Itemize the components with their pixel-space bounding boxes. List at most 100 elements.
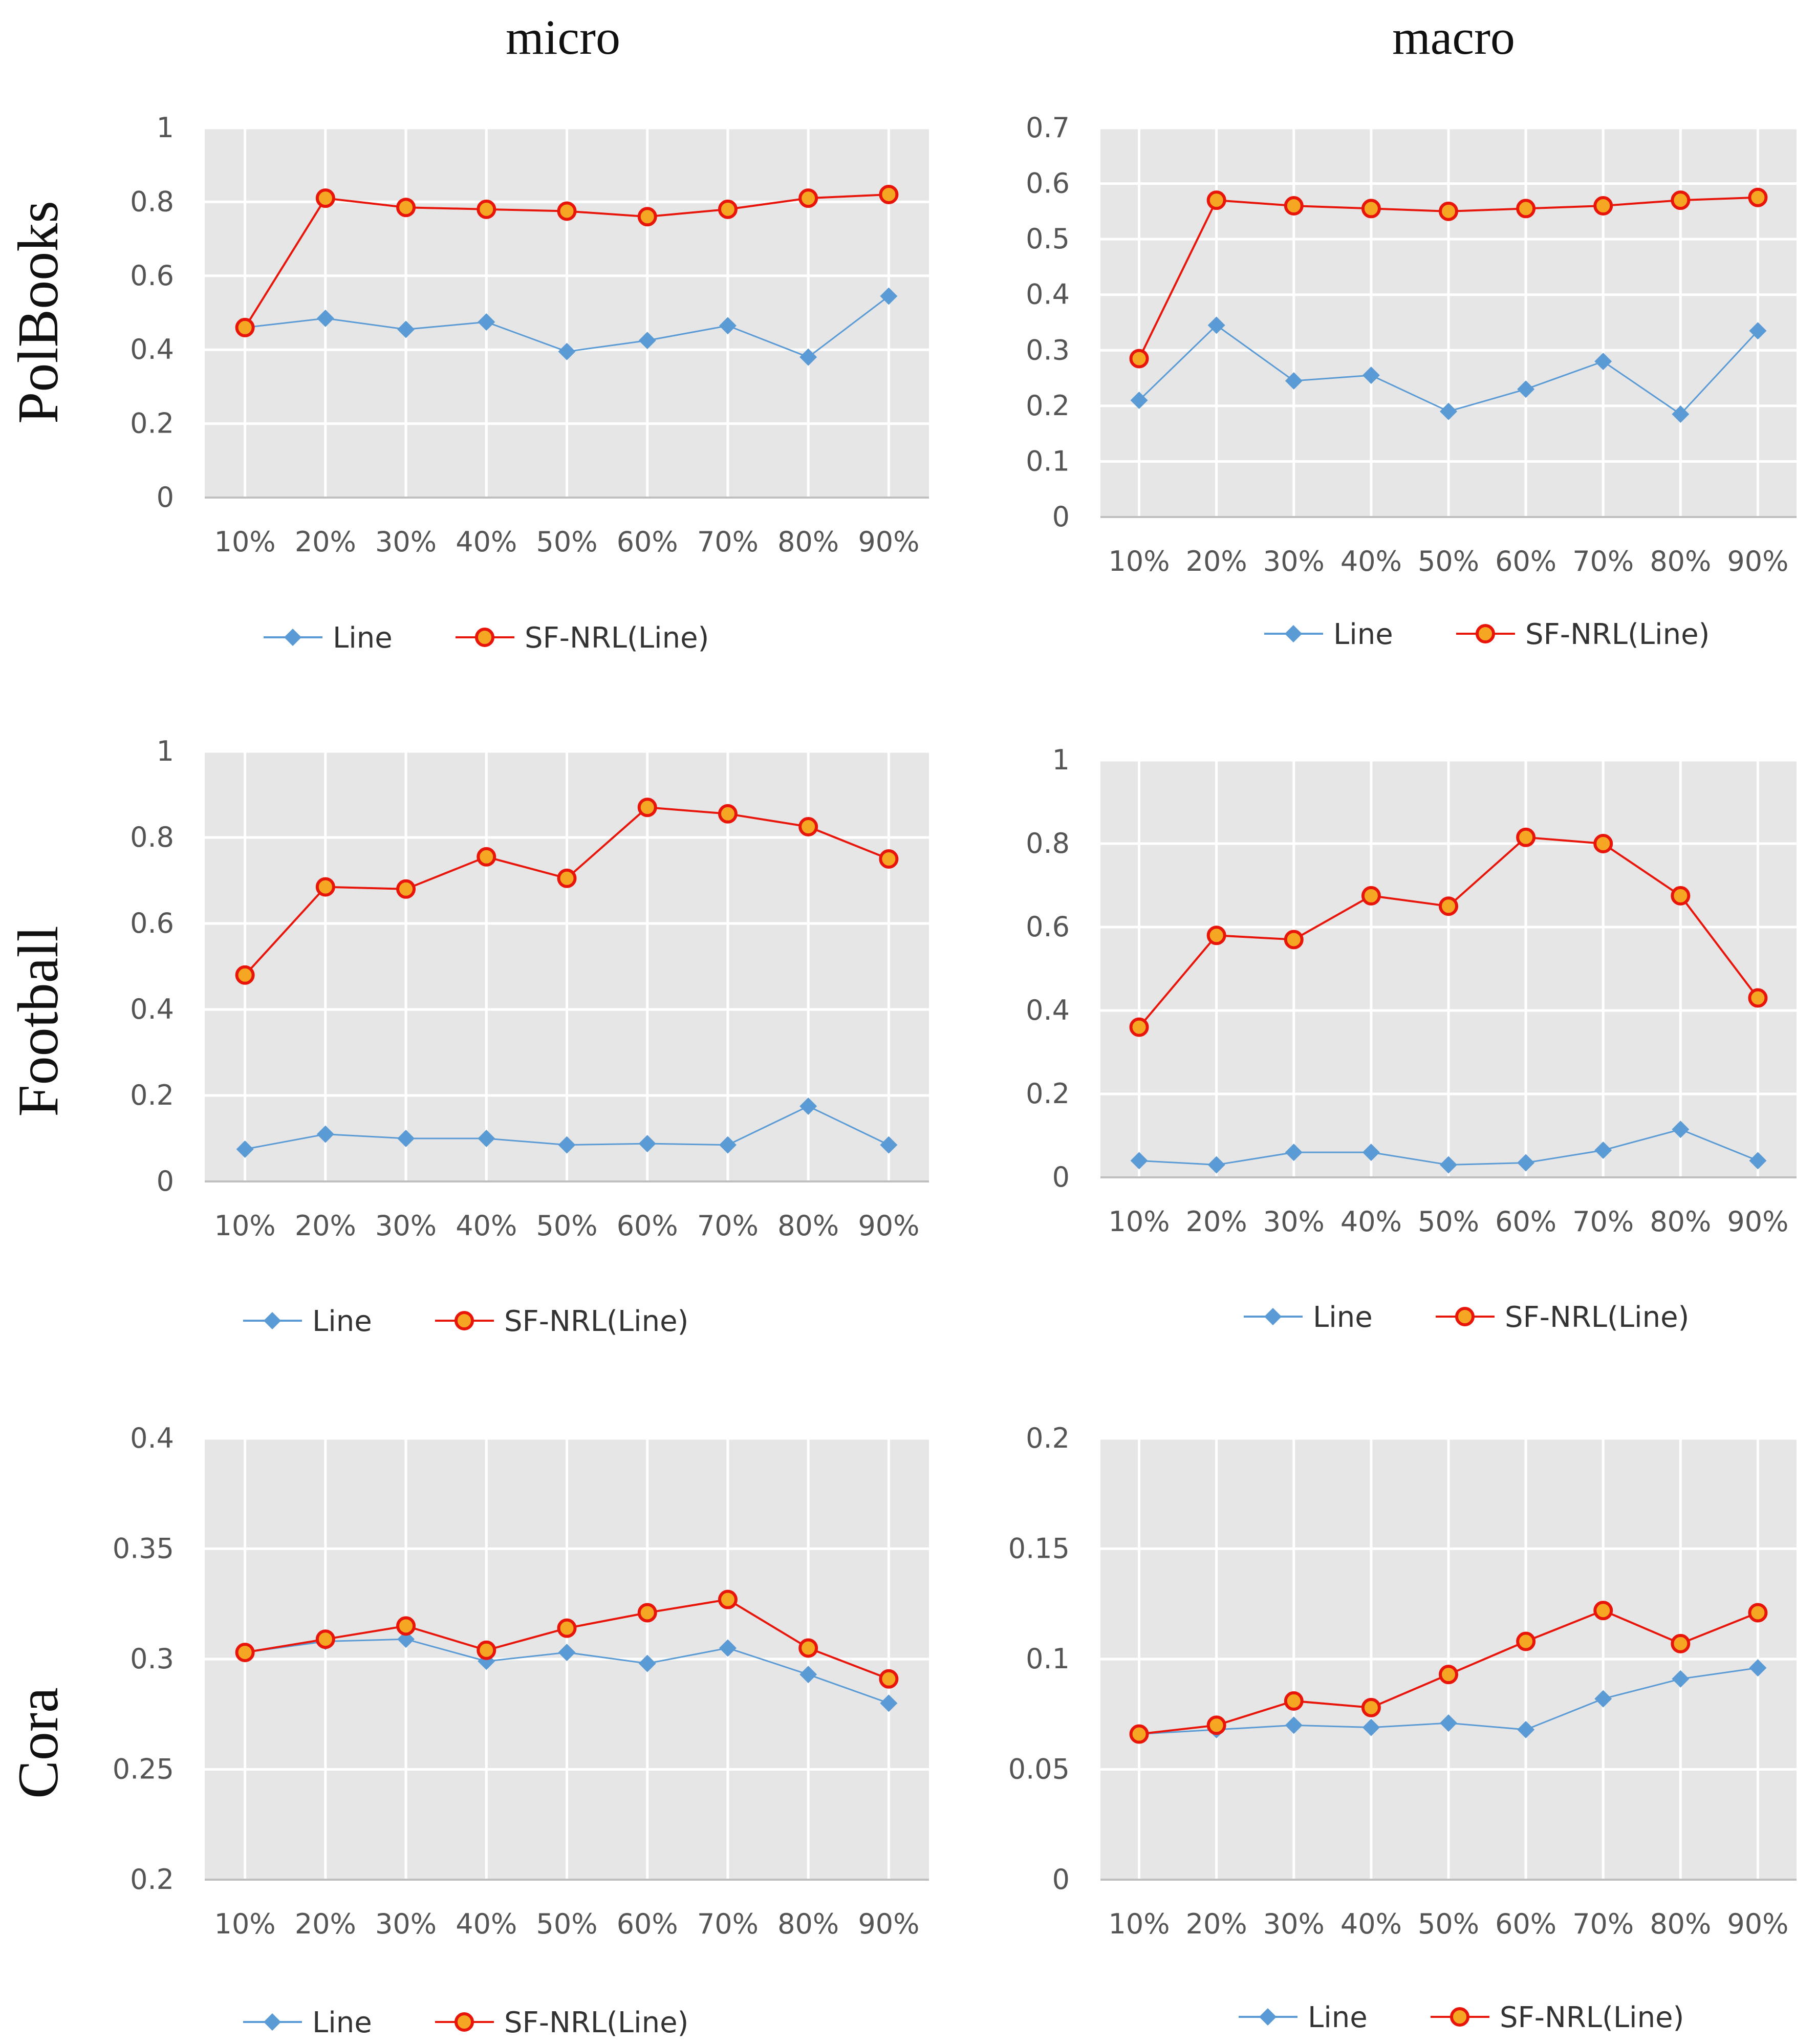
x-tick-label: 30% — [375, 1210, 437, 1242]
data-point-line — [1672, 1121, 1690, 1138]
x-tick-label: 80% — [1650, 1206, 1711, 1238]
data-point-line — [397, 320, 415, 338]
data-point-sf-nrl-line — [1284, 196, 1304, 216]
data-point-line — [638, 1135, 656, 1153]
x-tick-label: 40% — [456, 1908, 517, 1940]
x-tick-label: 50% — [1418, 1206, 1479, 1238]
data-point-line — [719, 317, 737, 335]
chart-polbooks-micro: 0 0.2 0.4 0.6 0.8 1 10% 20% 30% 40% 50% 60% 70% 80% 90… — [130, 112, 929, 655]
x-tick-label: 80% — [777, 1210, 839, 1242]
data-point-sf-nrl-line — [1284, 1691, 1304, 1711]
legend-marker-sf-nrl-line — [1450, 2007, 1469, 2027]
data-point-line — [316, 309, 334, 327]
data-point-line — [1594, 353, 1612, 370]
x-tick-label: 10% — [214, 526, 276, 558]
data-point-sf-nrl-line — [477, 847, 496, 867]
x-tick-label: 20% — [295, 1908, 356, 1940]
data-point-sf-nrl-line — [1206, 1715, 1226, 1735]
chart-cora-macro: 0 0.05 0.1 0.15 0.2 10% 20% 30% 40% 50% 60% 70% 80% 9… — [1008, 1422, 1797, 2034]
data-point-sf-nrl-line — [1439, 896, 1458, 916]
legend-marker-line — [1285, 625, 1302, 642]
y-tick-label: 0.4 — [130, 993, 174, 1025]
data-point-sf-nrl-line — [396, 198, 416, 218]
data-point-line — [1440, 1156, 1457, 1174]
data-point-sf-nrl-line — [1206, 190, 1226, 210]
data-point-sf-nrl-line — [1516, 1631, 1536, 1651]
data-point-sf-nrl-line — [1593, 834, 1613, 853]
data-point-sf-nrl-line — [1206, 926, 1226, 945]
legend-label-sf-nrl-line: SF-NRL(Line) — [504, 2006, 688, 2039]
data-point-line — [1749, 1152, 1767, 1170]
data-point-sf-nrl-line — [879, 849, 899, 869]
x-tick-label: 50% — [536, 1210, 597, 1242]
y-tick-label: 0.2 — [130, 1863, 174, 1896]
data-point-sf-nrl-line — [1439, 201, 1458, 221]
row-title-football: Football — [7, 926, 70, 1116]
data-point-line — [1207, 316, 1225, 334]
data-point-sf-nrl-line — [235, 317, 255, 337]
x-tick-label: 40% — [456, 1210, 517, 1242]
data-point-sf-nrl-line — [637, 207, 657, 227]
data-point-sf-nrl-line — [1284, 930, 1304, 950]
y-tick-label: 0.2 — [1026, 1422, 1070, 1454]
legend-marker-sf-nrl-line — [1476, 624, 1495, 643]
x-tick-label: 50% — [536, 1908, 597, 1940]
y-tick-label: 0.4 — [1026, 278, 1070, 311]
data-point-sf-nrl-line — [718, 804, 738, 824]
legend: Line SF-NRL(Line) — [1244, 1301, 1689, 1334]
data-point-sf-nrl-line — [798, 188, 818, 208]
y-tick-label: 0 — [157, 1165, 174, 1197]
x-tick-label: 90% — [1727, 1206, 1788, 1238]
y-tick-label: 0.35 — [113, 1533, 174, 1565]
y-tick-label: 0 — [157, 481, 174, 513]
y-tick-label: 0.15 — [1008, 1533, 1070, 1565]
x-tick-label: 10% — [214, 1908, 276, 1940]
data-point-line — [1362, 1718, 1380, 1736]
data-point-sf-nrl-line — [557, 201, 577, 221]
x-tick-label: 20% — [295, 1210, 356, 1242]
x-tick-label: 50% — [1418, 545, 1479, 577]
legend-marker-sf-nrl-line — [455, 2012, 474, 2032]
legend-marker-line — [264, 1312, 281, 1329]
data-point-line — [1517, 380, 1535, 398]
x-tick-label: 30% — [375, 526, 437, 558]
chart-football-macro: 0 0.2 0.4 0.6 0.8 1 10% 20% 30% 40% 50% 60% 70% 80% 90… — [1026, 744, 1797, 1334]
y-tick-label: 0.8 — [130, 185, 174, 218]
x-tick-label: 60% — [617, 1210, 678, 1242]
legend-marker-sf-nrl-line — [455, 1311, 474, 1330]
data-point-line — [1672, 405, 1690, 423]
x-tick-label: 80% — [777, 526, 839, 558]
data-point-line — [880, 1694, 898, 1712]
data-point-sf-nrl-line — [477, 199, 496, 219]
y-tick-label: 0 — [1052, 1863, 1070, 1896]
data-point-line — [1672, 1670, 1690, 1688]
data-point-sf-nrl-line — [315, 877, 335, 897]
x-tick-label: 40% — [1340, 1908, 1402, 1940]
chart-polbooks-macro: 0 0.1 0.2 0.3 0.4 0.5 0.6 0.7 10% 20% 30% 40% 50% 60%… — [1026, 112, 1797, 651]
data-point-sf-nrl-line — [1129, 349, 1149, 369]
data-point-sf-nrl-line — [1516, 827, 1536, 847]
data-point-line — [799, 1098, 817, 1115]
legend: Line SF-NRL(Line) — [1239, 2001, 1684, 2034]
legend-label-line: Line — [1308, 2001, 1368, 2034]
x-tick-label: 60% — [617, 526, 678, 558]
legend-label-line: Line — [312, 2006, 372, 2039]
data-point-line — [1594, 1690, 1612, 1708]
data-point-line — [1594, 1142, 1612, 1159]
y-tick-label: 0.8 — [1026, 827, 1070, 859]
legend: Line SF-NRL(Line) — [1264, 618, 1710, 651]
x-tick-label: 40% — [456, 526, 517, 558]
data-point-sf-nrl-line — [1748, 187, 1768, 207]
x-tick-label: 70% — [1572, 1206, 1634, 1238]
x-tick-label: 60% — [1495, 545, 1556, 577]
data-point-sf-nrl-line — [235, 1643, 255, 1663]
data-point-line — [1285, 1144, 1303, 1161]
x-tick-label: 20% — [1186, 1908, 1247, 1940]
legend-marker-line — [264, 2013, 281, 2031]
data-point-sf-nrl-line — [396, 879, 416, 899]
y-tick-label: 0.2 — [1026, 1078, 1070, 1110]
data-point-sf-nrl-line — [396, 1616, 416, 1636]
data-point-line — [558, 1136, 576, 1154]
data-point-line — [558, 1644, 576, 1662]
